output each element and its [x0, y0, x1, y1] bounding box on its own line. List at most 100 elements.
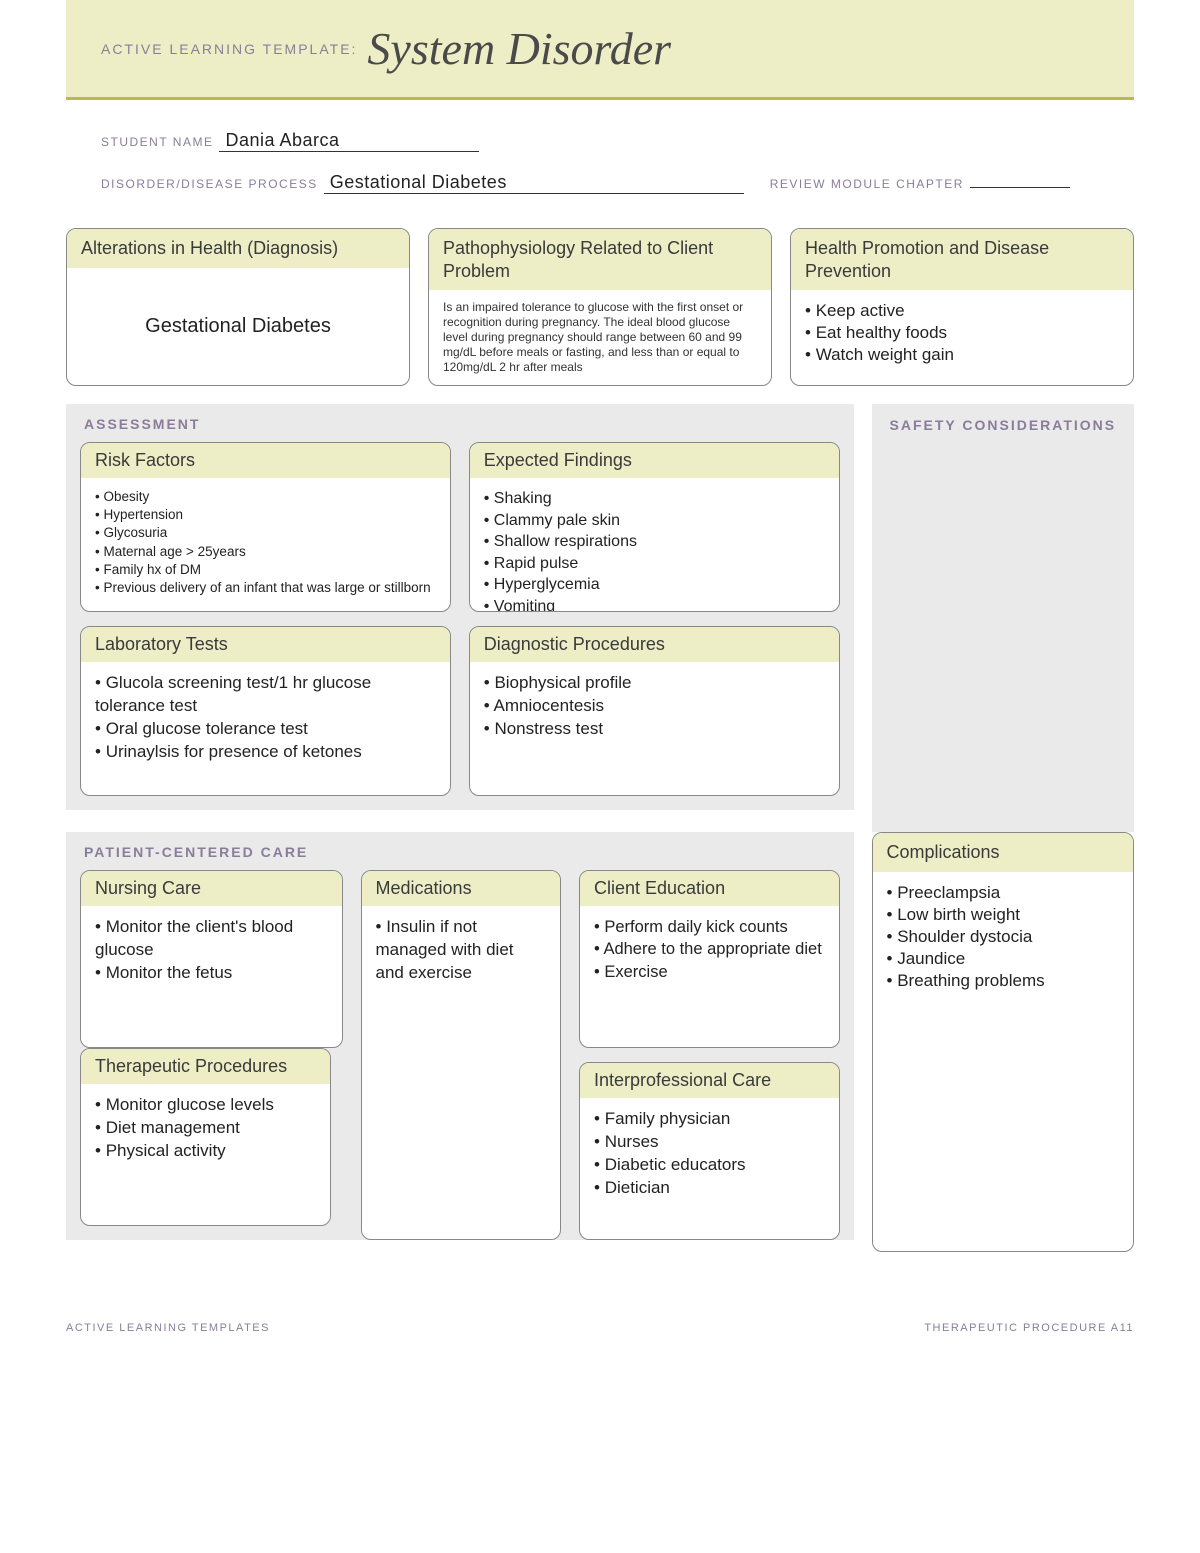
- list-item: Biophysical profile: [484, 672, 825, 695]
- nursing-list: Monitor the client's blood glucose Monit…: [95, 916, 328, 985]
- list-item: Previous delivery of an infant that was …: [95, 579, 436, 597]
- list-item: Clammy pale skin: [484, 510, 825, 532]
- list-item: Oral glucose tolerance test: [95, 718, 436, 741]
- list-item: Amniocentesis: [484, 695, 825, 718]
- meds-list: Insulin if not managed with diet and exe…: [376, 916, 546, 985]
- student-name-row: STUDENT NAME Dania Abarca: [101, 130, 1099, 152]
- pcc-section-title: PATIENT-CENTERED CARE: [80, 844, 840, 860]
- promotion-title: Health Promotion and Disease Prevention: [791, 229, 1133, 290]
- list-item: Monitor the client's blood glucose: [95, 916, 328, 962]
- list-item: Family physician: [594, 1108, 825, 1131]
- nursing-body: Monitor the client's blood glucose Monit…: [81, 906, 342, 995]
- list-item: Watch weight gain: [805, 344, 1119, 366]
- diag-list: Biophysical profile Amniocentesis Nonstr…: [484, 672, 825, 741]
- disorder-row: DISORDER/DISEASE PROCESS Gestational Dia…: [101, 166, 1099, 194]
- risk-factors-box: Risk Factors Obesity Hypertension Glycos…: [80, 442, 451, 612]
- assessment-section: ASSESSMENT Risk Factors Obesity Hyperten…: [66, 404, 854, 810]
- list-item: Breathing problems: [887, 970, 1120, 992]
- interprof-body: Family physician Nurses Diabetic educato…: [580, 1098, 839, 1210]
- findings-list: Shaking Clammy pale skin Shallow respira…: [484, 488, 825, 612]
- meds-body: Insulin if not managed with diet and exe…: [362, 906, 560, 995]
- risk-title: Risk Factors: [81, 443, 450, 478]
- list-item: Preeclampsia: [887, 882, 1120, 904]
- list-item: Maternal age > 25years: [95, 543, 436, 561]
- expected-findings-box: Expected Findings Shaking Clammy pale sk…: [469, 442, 840, 612]
- promotion-list: Keep active Eat healthy foods Watch weig…: [805, 300, 1119, 366]
- therapeutic-list: Monitor glucose levels Diet management P…: [95, 1094, 316, 1163]
- list-item: Urinaylsis for presence of ketones: [95, 741, 436, 764]
- therapeutic-box: Therapeutic Procedures Monitor glucose l…: [80, 1048, 331, 1226]
- complications-list: Preeclampsia Low birth weight Shoulder d…: [887, 882, 1120, 992]
- interprof-title: Interprofessional Care: [580, 1063, 839, 1098]
- list-item: Perform daily kick counts: [594, 916, 825, 938]
- list-item: Low birth weight: [887, 904, 1120, 926]
- page: ACTIVE LEARNING TEMPLATE: System Disorde…: [66, 0, 1134, 1292]
- client-education-box: Client Education Perform daily kick coun…: [579, 870, 840, 1048]
- safety-section-title: SAFETY CONSIDERATIONS: [886, 416, 1121, 436]
- alterations-body: Gestational Diabetes: [67, 268, 409, 386]
- header-fields: STUDENT NAME Dania Abarca DISORDER/DISEA…: [66, 100, 1134, 228]
- alterations-box: Alterations in Health (Diagnosis) Gestat…: [66, 228, 410, 386]
- promotion-body: Keep active Eat healthy foods Watch weig…: [791, 290, 1133, 385]
- diagnostic-box: Diagnostic Procedures Biophysical profil…: [469, 626, 840, 796]
- banner: ACTIVE LEARNING TEMPLATE: System Disorde…: [66, 0, 1134, 100]
- nursing-care-box: Nursing Care Monitor the client's blood …: [80, 870, 343, 1048]
- complications-body: Preeclampsia Low birth weight Shoulder d…: [873, 872, 1134, 1252]
- list-item: Shaking: [484, 488, 825, 510]
- page-footer: ACTIVE LEARNING TEMPLATES THERAPEUTIC PR…: [66, 1322, 1134, 1334]
- list-item: Diabetic educators: [594, 1154, 825, 1177]
- patho-body: Is an impaired tolerance to glucose with…: [429, 290, 771, 385]
- student-name-value[interactable]: Dania Abarca: [219, 130, 479, 152]
- review-value[interactable]: [970, 166, 1070, 188]
- list-item: Keep active: [805, 300, 1119, 322]
- banner-title: System Disorder: [367, 22, 671, 75]
- education-list: Perform daily kick counts Adhere to the …: [594, 916, 825, 983]
- student-name-label: STUDENT NAME: [101, 135, 213, 149]
- meds-title: Medications: [362, 871, 560, 906]
- list-item: Monitor the fetus: [95, 962, 328, 985]
- bottom-row: PATIENT-CENTERED CARE Nursing Care Monit…: [66, 832, 1134, 1252]
- nursing-title: Nursing Care: [81, 871, 342, 906]
- list-item: Rapid pulse: [484, 553, 825, 575]
- list-item: Insulin if not managed with diet and exe…: [376, 916, 546, 985]
- list-item: Hypertension: [95, 506, 436, 524]
- footer-right: THERAPEUTIC PROCEDURE A11: [924, 1322, 1134, 1334]
- safety-section: SAFETY CONSIDERATIONS: [872, 404, 1135, 832]
- disorder-label: DISORDER/DISEASE PROCESS: [101, 177, 318, 191]
- therapeutic-title: Therapeutic Procedures: [81, 1049, 330, 1084]
- list-item: Jaundice: [887, 948, 1120, 970]
- list-item: Hyperglycemia: [484, 574, 825, 596]
- middle-row: ASSESSMENT Risk Factors Obesity Hyperten…: [66, 404, 1134, 832]
- pcc-row2: Therapeutic Procedures Monitor glucose l…: [80, 1048, 331, 1226]
- labs-title: Laboratory Tests: [81, 627, 450, 662]
- therapeutic-body: Monitor glucose levels Diet management P…: [81, 1084, 330, 1173]
- list-item: Monitor glucose levels: [95, 1094, 316, 1117]
- complications-title: Complications: [873, 833, 1134, 872]
- interprof-list: Family physician Nurses Diabetic educato…: [594, 1108, 825, 1200]
- medications-box: Medications Insulin if not managed with …: [361, 870, 561, 1240]
- list-item: Dietician: [594, 1177, 825, 1200]
- patho-box: Pathophysiology Related to Client Proble…: [428, 228, 772, 386]
- diag-body: Biophysical profile Amniocentesis Nonstr…: [470, 662, 839, 751]
- list-item: Shoulder dystocia: [887, 926, 1120, 948]
- assessment-section-title: ASSESSMENT: [80, 416, 840, 432]
- footer-left: ACTIVE LEARNING TEMPLATES: [66, 1322, 270, 1334]
- promotion-box: Health Promotion and Disease Prevention …: [790, 228, 1134, 386]
- risk-list: Obesity Hypertension Glycosuria Maternal…: [95, 488, 436, 597]
- findings-title: Expected Findings: [470, 443, 839, 478]
- list-item: Shallow respirations: [484, 531, 825, 553]
- list-item: Physical activity: [95, 1140, 316, 1163]
- list-item: Glucola screening test/1 hr glucose tole…: [95, 672, 436, 718]
- list-item: Adhere to the appropriate diet: [594, 938, 825, 960]
- list-item: Nonstress test: [484, 718, 825, 741]
- list-item: Glycosuria: [95, 524, 436, 542]
- interprofessional-box: Interprofessional Care Family physician …: [579, 1062, 840, 1240]
- complications-box: Complications Preeclampsia Low birth wei…: [872, 832, 1135, 1252]
- education-title: Client Education: [580, 871, 839, 906]
- lab-tests-box: Laboratory Tests Glucola screening test/…: [80, 626, 451, 796]
- banner-prefix: ACTIVE LEARNING TEMPLATE:: [101, 41, 357, 57]
- alterations-title: Alterations in Health (Diagnosis): [67, 229, 409, 268]
- review-label: REVIEW MODULE CHAPTER: [770, 177, 964, 191]
- list-item: Eat healthy foods: [805, 322, 1119, 344]
- disorder-value[interactable]: Gestational Diabetes: [324, 172, 744, 194]
